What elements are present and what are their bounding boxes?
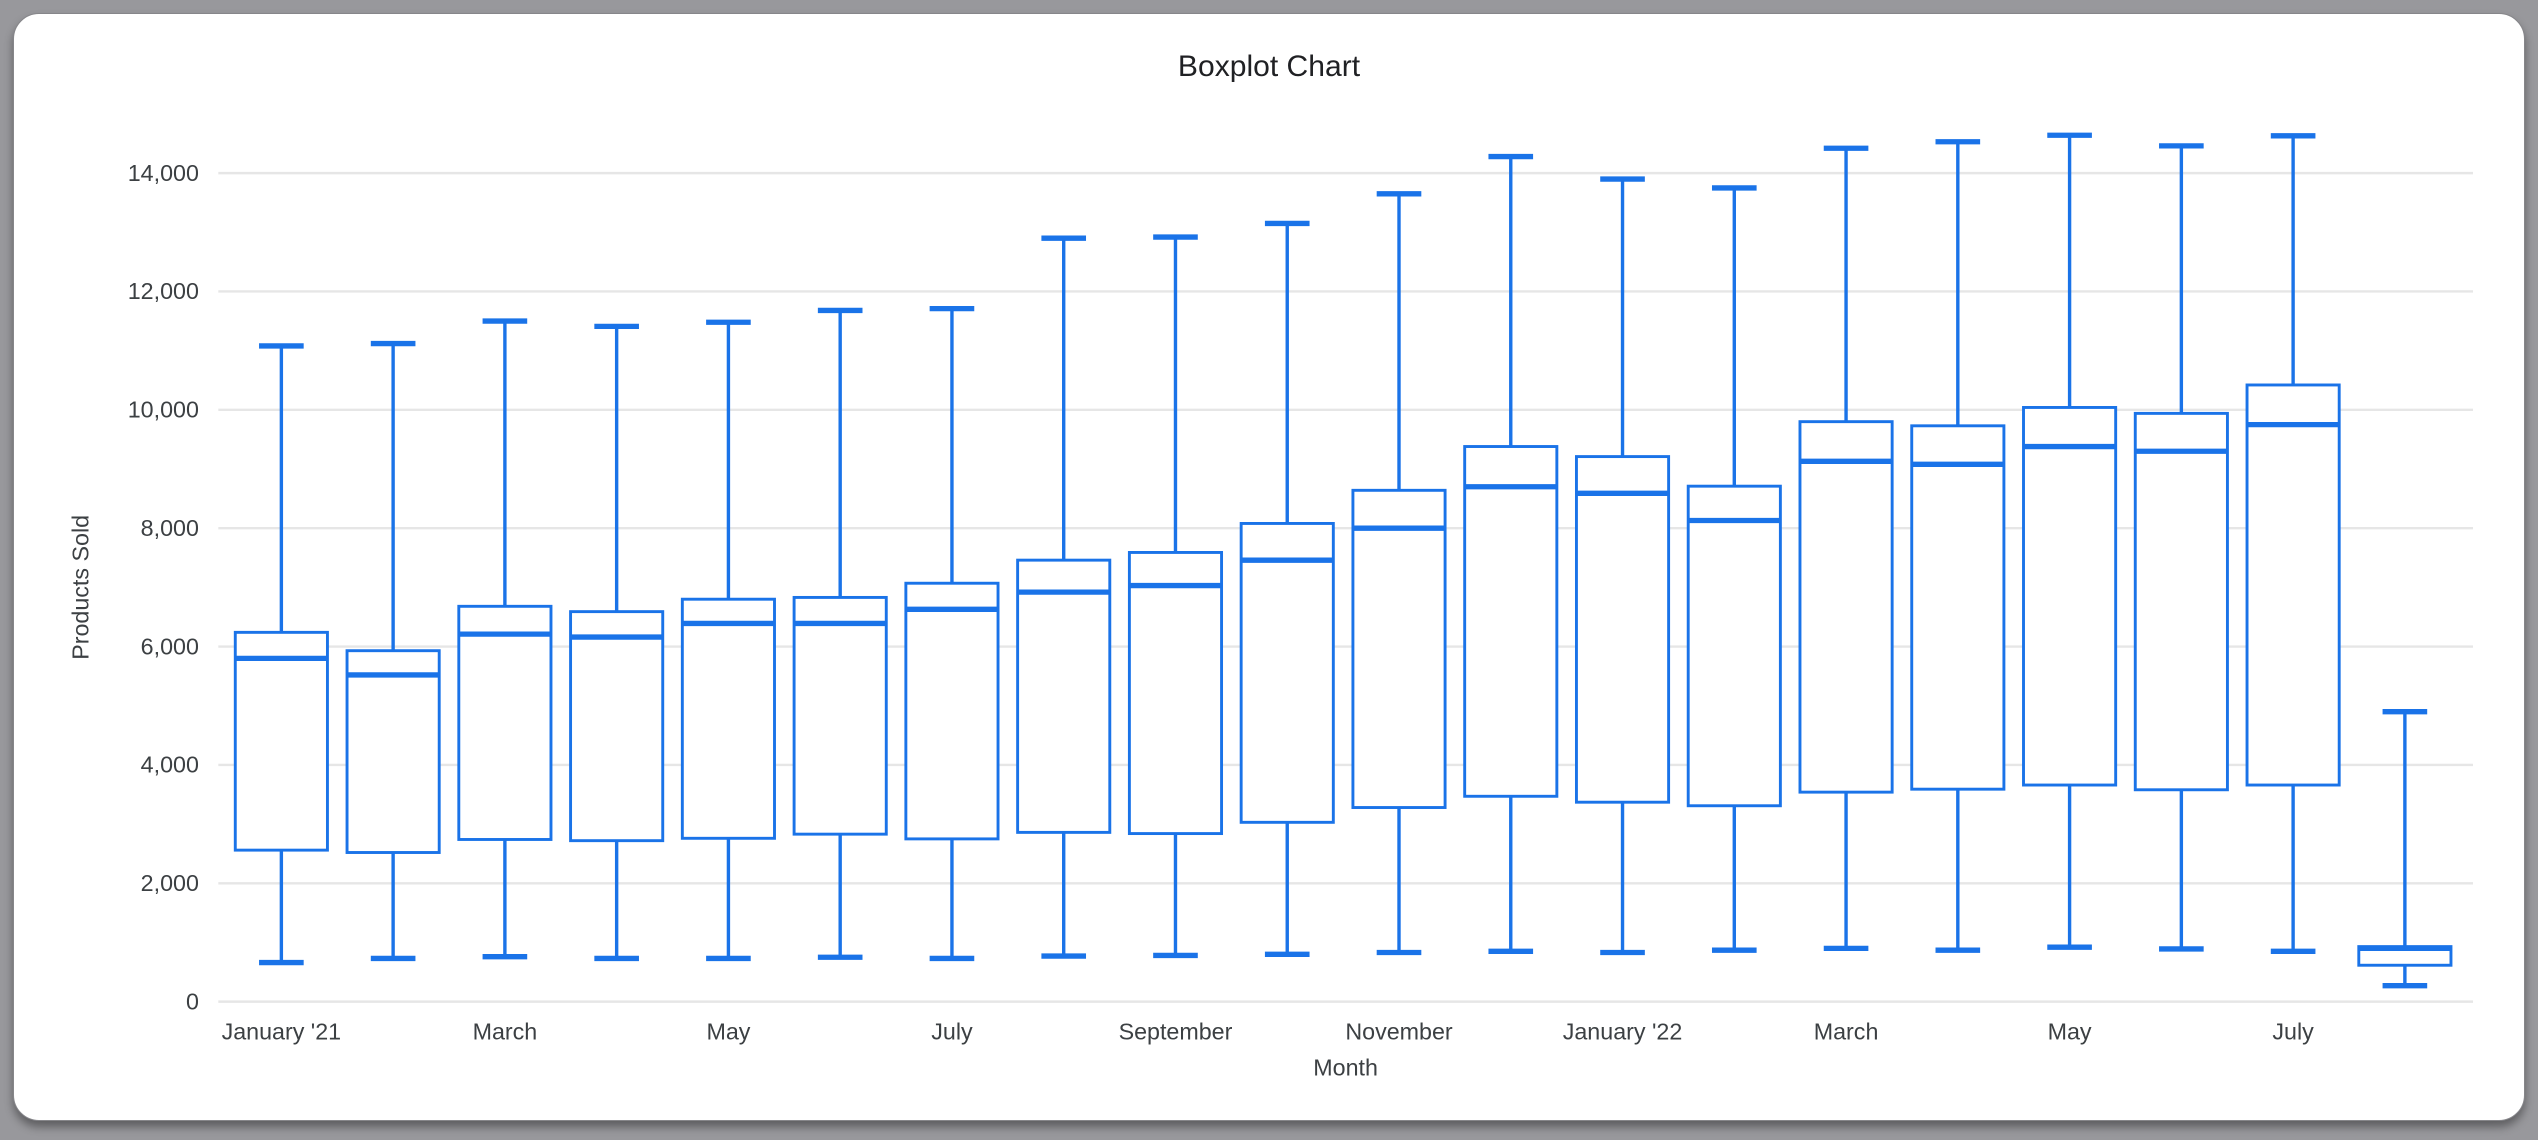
iqr-box [904,581,1000,841]
iqr-box [457,604,553,841]
boxplot-August[interactable] [2357,708,2453,989]
boxplot-July[interactable] [2245,133,2341,955]
x-tick-label: March [473,1018,538,1044]
x-tick-label: May [2048,1018,2092,1044]
boxplot-April[interactable] [569,323,665,962]
boxplot-March[interactable] [457,318,553,960]
iqr-box [792,595,888,836]
y-tick-label: 0 [186,988,199,1014]
boxplot-March[interactable] [1798,145,1894,952]
iqr-box [1798,420,1894,794]
boxplot-April[interactable] [1910,139,2006,953]
iqr-box [1910,424,2006,791]
boxplot-October[interactable] [1239,220,1335,957]
y-tick-label: 12,000 [128,278,199,304]
boxplot-February[interactable] [1686,185,1782,953]
boxplot-chart: 02,0004,0006,0008,00010,00012,00014,000 … [67,50,2473,1080]
x-tick-label: March [1814,1018,1879,1044]
iqr-box [2022,406,2118,787]
boxplot-December[interactable] [1463,153,1559,955]
iqr-box [2133,411,2229,792]
iqr-box [1463,445,1559,798]
y-tick-label: 10,000 [128,397,199,423]
x-tick-label: January '22 [1563,1018,1683,1044]
boxplot-May[interactable] [2022,132,2118,950]
iqr-box [233,630,329,852]
iqr-box [680,597,776,840]
x-tick-label: September [1119,1018,1233,1044]
iqr-box [1574,455,1671,804]
iqr-box [1016,558,1112,834]
x-axis-tick-labels: January '21 March May July September November… [222,1018,2315,1044]
boxplot-January '22[interactable] [1574,176,1671,956]
y-tick-label: 2,000 [141,870,199,896]
boxplot-series [233,132,2453,989]
iqr-box [1686,484,1782,808]
iqr-box [1239,522,1335,824]
iqr-box [1351,488,1447,809]
chart-card: 0 2,000 4,000 6,000 8,000 10,000 12,000 14,000 … [13,13,2525,1121]
x-tick-label: January '21 [222,1018,342,1044]
y-tick-label: 14,000 [128,160,199,186]
x-tick-label: May [706,1018,750,1044]
x-axis-title: Month [1313,1054,1378,1080]
y-tick-label: 6,000 [141,633,199,659]
y-tick-label: 4,000 [141,752,199,778]
iqr-box [345,649,441,854]
chart-title: Boxplot Chart [1178,50,1361,83]
boxplot-June[interactable] [2133,143,2229,952]
y-axis-title: Products Sold [67,515,93,660]
boxplot-September[interactable] [1127,234,1224,959]
boxplot-July[interactable] [904,305,1000,962]
iqr-box [569,610,665,843]
boxplot-August[interactable] [1016,235,1112,959]
x-tick-label: July [2272,1018,2314,1044]
y-axis-tick-labels: 0 2,000 4,000 6,000 8,000 10,000 12,000 14,000 [128,160,199,1015]
boxplot-May[interactable] [680,319,776,962]
boxplot-February[interactable] [345,340,441,962]
x-tick-label: November [1345,1018,1453,1044]
iqr-box [2245,383,2341,787]
boxplot-June[interactable] [792,307,888,960]
x-tick-label: July [931,1018,973,1044]
iqr-box [1127,551,1224,836]
boxplot-November[interactable] [1351,191,1447,956]
boxplot-January '21[interactable] [233,343,329,966]
y-tick-label: 8,000 [141,515,199,541]
